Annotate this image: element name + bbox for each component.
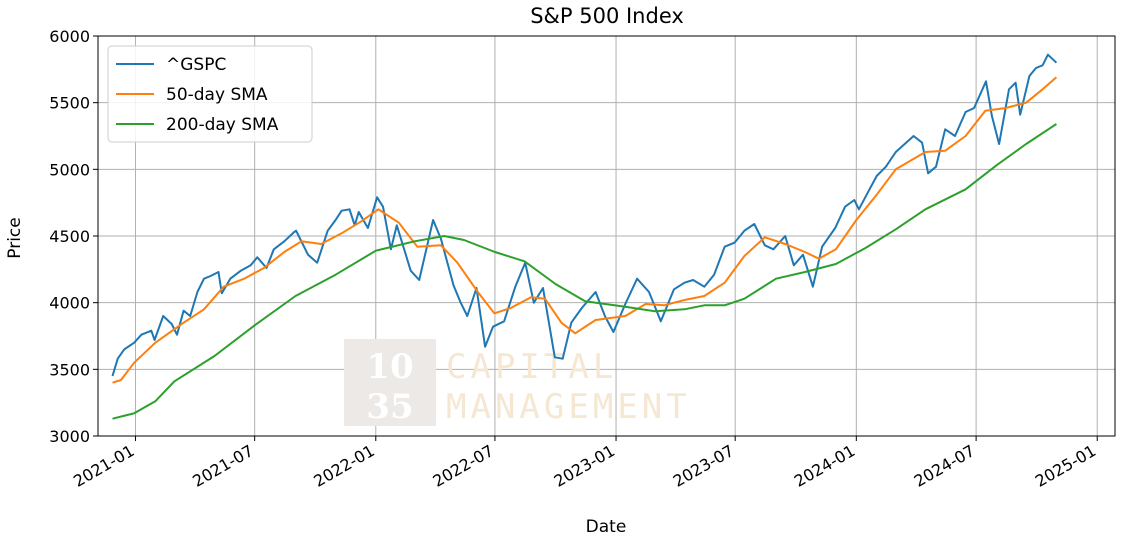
legend-label-sma200: 200-day SMA [166,115,279,135]
x-axis-title: Date [586,517,627,537]
chart-title: S&P 500 Index [530,4,684,28]
legend-box [107,45,313,143]
watermark-word-bottom: MANAGEMENT [446,387,691,427]
y-tick-label: 5500 [49,94,90,113]
legend: ^GSPC 50-day SMA 200-day SMA [107,45,313,143]
watermark-word-top: CAPITAL [446,347,617,387]
y-tick-label: 3000 [49,427,90,446]
series-line-sma50 [112,76,1058,384]
watermark-number-bottom: 35 [366,387,413,427]
y-tick-label: 6000 [49,27,90,46]
series-line-gspc [111,53,1058,377]
series-lines [111,53,1058,420]
legend-label-sma50: 50-day SMA [166,85,268,105]
y-tick-label: 4500 [49,227,90,246]
watermark-number-top: 10 [366,347,413,387]
watermark-logo: 10 35 CAPITAL MANAGEMENT [344,339,691,427]
legend-label-gspc: ^GSPC [166,55,226,75]
series-line-sma200 [112,123,1057,420]
y-tick-label: 3500 [49,360,90,379]
y-axis-title: Price [5,217,25,258]
watermark-logo-box [344,339,436,426]
y-tick-label: 5000 [49,160,90,179]
y-tick-label: 4000 [49,294,90,313]
